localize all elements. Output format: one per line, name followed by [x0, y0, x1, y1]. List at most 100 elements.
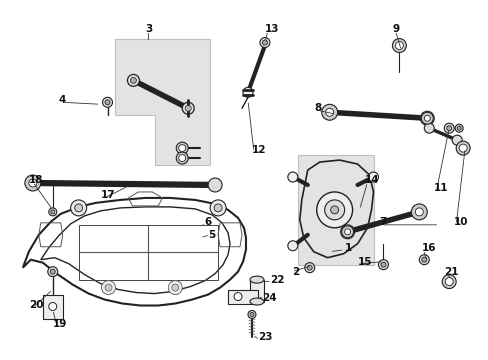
Circle shape	[443, 123, 453, 133]
Circle shape	[458, 144, 466, 152]
Circle shape	[247, 310, 255, 319]
Circle shape	[378, 260, 387, 270]
Circle shape	[262, 40, 267, 45]
Circle shape	[210, 200, 225, 216]
Circle shape	[444, 278, 452, 285]
Text: 9: 9	[392, 24, 399, 33]
Circle shape	[51, 210, 55, 214]
Circle shape	[395, 41, 403, 50]
Circle shape	[171, 284, 179, 291]
Text: 15: 15	[357, 257, 371, 267]
Circle shape	[208, 178, 222, 192]
Circle shape	[179, 154, 185, 162]
Circle shape	[419, 255, 428, 265]
Polygon shape	[115, 39, 210, 165]
Circle shape	[249, 312, 253, 316]
Text: 16: 16	[421, 243, 435, 253]
Bar	[79, 225, 218, 280]
Circle shape	[243, 87, 252, 97]
Text: 4: 4	[59, 95, 66, 105]
Circle shape	[368, 172, 378, 182]
Circle shape	[214, 204, 222, 212]
Bar	[227, 289, 258, 303]
Circle shape	[102, 280, 115, 294]
Bar	[297, 155, 374, 265]
Circle shape	[49, 302, 57, 310]
Circle shape	[105, 100, 110, 105]
Circle shape	[48, 267, 58, 276]
Bar	[42, 294, 62, 319]
Circle shape	[451, 135, 461, 145]
Text: 14: 14	[364, 175, 378, 185]
Circle shape	[344, 229, 350, 235]
Circle shape	[260, 37, 269, 48]
Circle shape	[456, 126, 460, 130]
Circle shape	[325, 108, 333, 116]
Text: 21: 21	[443, 267, 458, 276]
Circle shape	[421, 257, 426, 262]
Text: 8: 8	[314, 103, 321, 113]
Bar	[249, 280, 264, 302]
Text: 22: 22	[269, 275, 284, 285]
Circle shape	[455, 141, 469, 155]
Text: 20: 20	[29, 300, 43, 310]
Circle shape	[380, 262, 385, 267]
Circle shape	[105, 284, 112, 291]
Circle shape	[392, 39, 406, 53]
Text: 13: 13	[264, 24, 279, 33]
Circle shape	[454, 124, 462, 132]
Text: 18: 18	[29, 175, 43, 185]
Text: 17: 17	[101, 190, 115, 200]
Circle shape	[176, 142, 188, 154]
Circle shape	[179, 145, 185, 152]
Circle shape	[322, 105, 336, 119]
Circle shape	[71, 200, 86, 216]
Circle shape	[304, 263, 314, 273]
Text: 10: 10	[453, 217, 468, 227]
Circle shape	[287, 241, 297, 251]
Text: 24: 24	[262, 293, 276, 302]
Circle shape	[102, 97, 112, 107]
Circle shape	[176, 152, 188, 164]
Circle shape	[25, 175, 41, 191]
Circle shape	[50, 269, 55, 274]
Circle shape	[75, 204, 82, 212]
Circle shape	[182, 102, 194, 114]
Circle shape	[411, 205, 426, 219]
Text: 12: 12	[251, 145, 266, 155]
Circle shape	[185, 105, 191, 111]
Circle shape	[168, 280, 182, 294]
Circle shape	[127, 75, 139, 86]
Circle shape	[446, 126, 451, 131]
Circle shape	[421, 112, 432, 124]
Circle shape	[49, 208, 57, 216]
Circle shape	[26, 176, 40, 190]
Circle shape	[287, 172, 297, 182]
Circle shape	[306, 265, 312, 270]
Circle shape	[130, 77, 136, 84]
Circle shape	[316, 192, 352, 228]
Circle shape	[330, 206, 338, 214]
Circle shape	[234, 293, 242, 301]
Circle shape	[420, 111, 433, 125]
Ellipse shape	[249, 276, 264, 283]
Circle shape	[424, 123, 433, 133]
Text: 19: 19	[53, 319, 67, 329]
Circle shape	[410, 204, 427, 220]
Text: 11: 11	[433, 183, 448, 193]
Text: 5: 5	[208, 230, 215, 240]
Circle shape	[340, 225, 354, 239]
Text: 7: 7	[379, 217, 386, 227]
Circle shape	[321, 104, 337, 120]
Text: 2: 2	[291, 267, 299, 276]
Circle shape	[29, 179, 37, 187]
Text: 3: 3	[145, 24, 152, 33]
Text: 6: 6	[203, 217, 211, 227]
Circle shape	[324, 200, 344, 220]
Circle shape	[441, 275, 455, 289]
Circle shape	[414, 208, 423, 216]
Circle shape	[424, 115, 429, 121]
Ellipse shape	[249, 298, 264, 305]
Circle shape	[341, 226, 353, 238]
Text: 1: 1	[344, 243, 351, 253]
